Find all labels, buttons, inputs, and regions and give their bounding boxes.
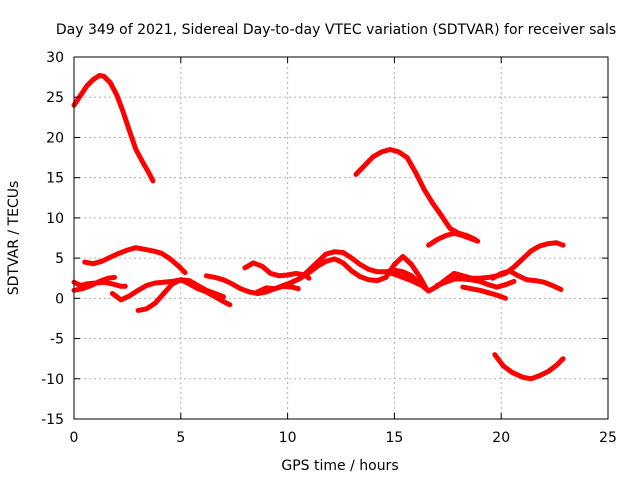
series-arc-15 <box>434 276 517 290</box>
y-tick-label: 25 <box>46 90 64 106</box>
series-arc-4 <box>492 352 566 382</box>
series-arc-5 <box>82 245 188 276</box>
series-arc-1 <box>71 73 156 184</box>
series-arc-3 <box>426 230 481 248</box>
y-tick-label: -5 <box>50 332 64 348</box>
x-tick-label: 5 <box>176 430 185 446</box>
data-series <box>71 73 566 382</box>
y-tick-label: 20 <box>46 130 64 146</box>
x-tick-label: 20 <box>492 430 510 446</box>
y-tick-label: 0 <box>55 291 64 307</box>
series-arc-16 <box>460 284 508 301</box>
series-arc-13 <box>289 254 429 292</box>
grid-lines <box>74 57 608 419</box>
y-axis-label: SDTVAR / TECUs <box>6 181 22 296</box>
x-tick-label: 25 <box>599 430 617 446</box>
series-arc-9 <box>135 277 233 313</box>
y-tick-label: 10 <box>46 211 64 227</box>
y-tick-label: -10 <box>41 372 64 388</box>
y-tick-label: 30 <box>46 50 64 66</box>
axis-ticks: 0 5 10 15 20 25 -15 -10 -5 0 5 10 15 20 25 30 <box>41 50 617 446</box>
series-arc-17 <box>490 268 564 292</box>
x-tick-label: 15 <box>385 430 403 446</box>
y-tick-label: 5 <box>55 251 64 267</box>
plot-frame <box>73 56 609 420</box>
y-tick-label: 15 <box>46 171 64 187</box>
x-tick-label: 0 <box>70 430 79 446</box>
series-arc-12 <box>255 249 423 295</box>
x-axis-label: GPS time / hours <box>281 458 398 474</box>
series-arc-2 <box>353 147 479 243</box>
x-tick-label: 10 <box>279 430 297 446</box>
chart-title: Day 349 of 2021, Sidereal Day-to-day VTE… <box>56 22 616 38</box>
y-tick-label: -15 <box>41 412 64 428</box>
series-arc-7 <box>71 274 118 293</box>
